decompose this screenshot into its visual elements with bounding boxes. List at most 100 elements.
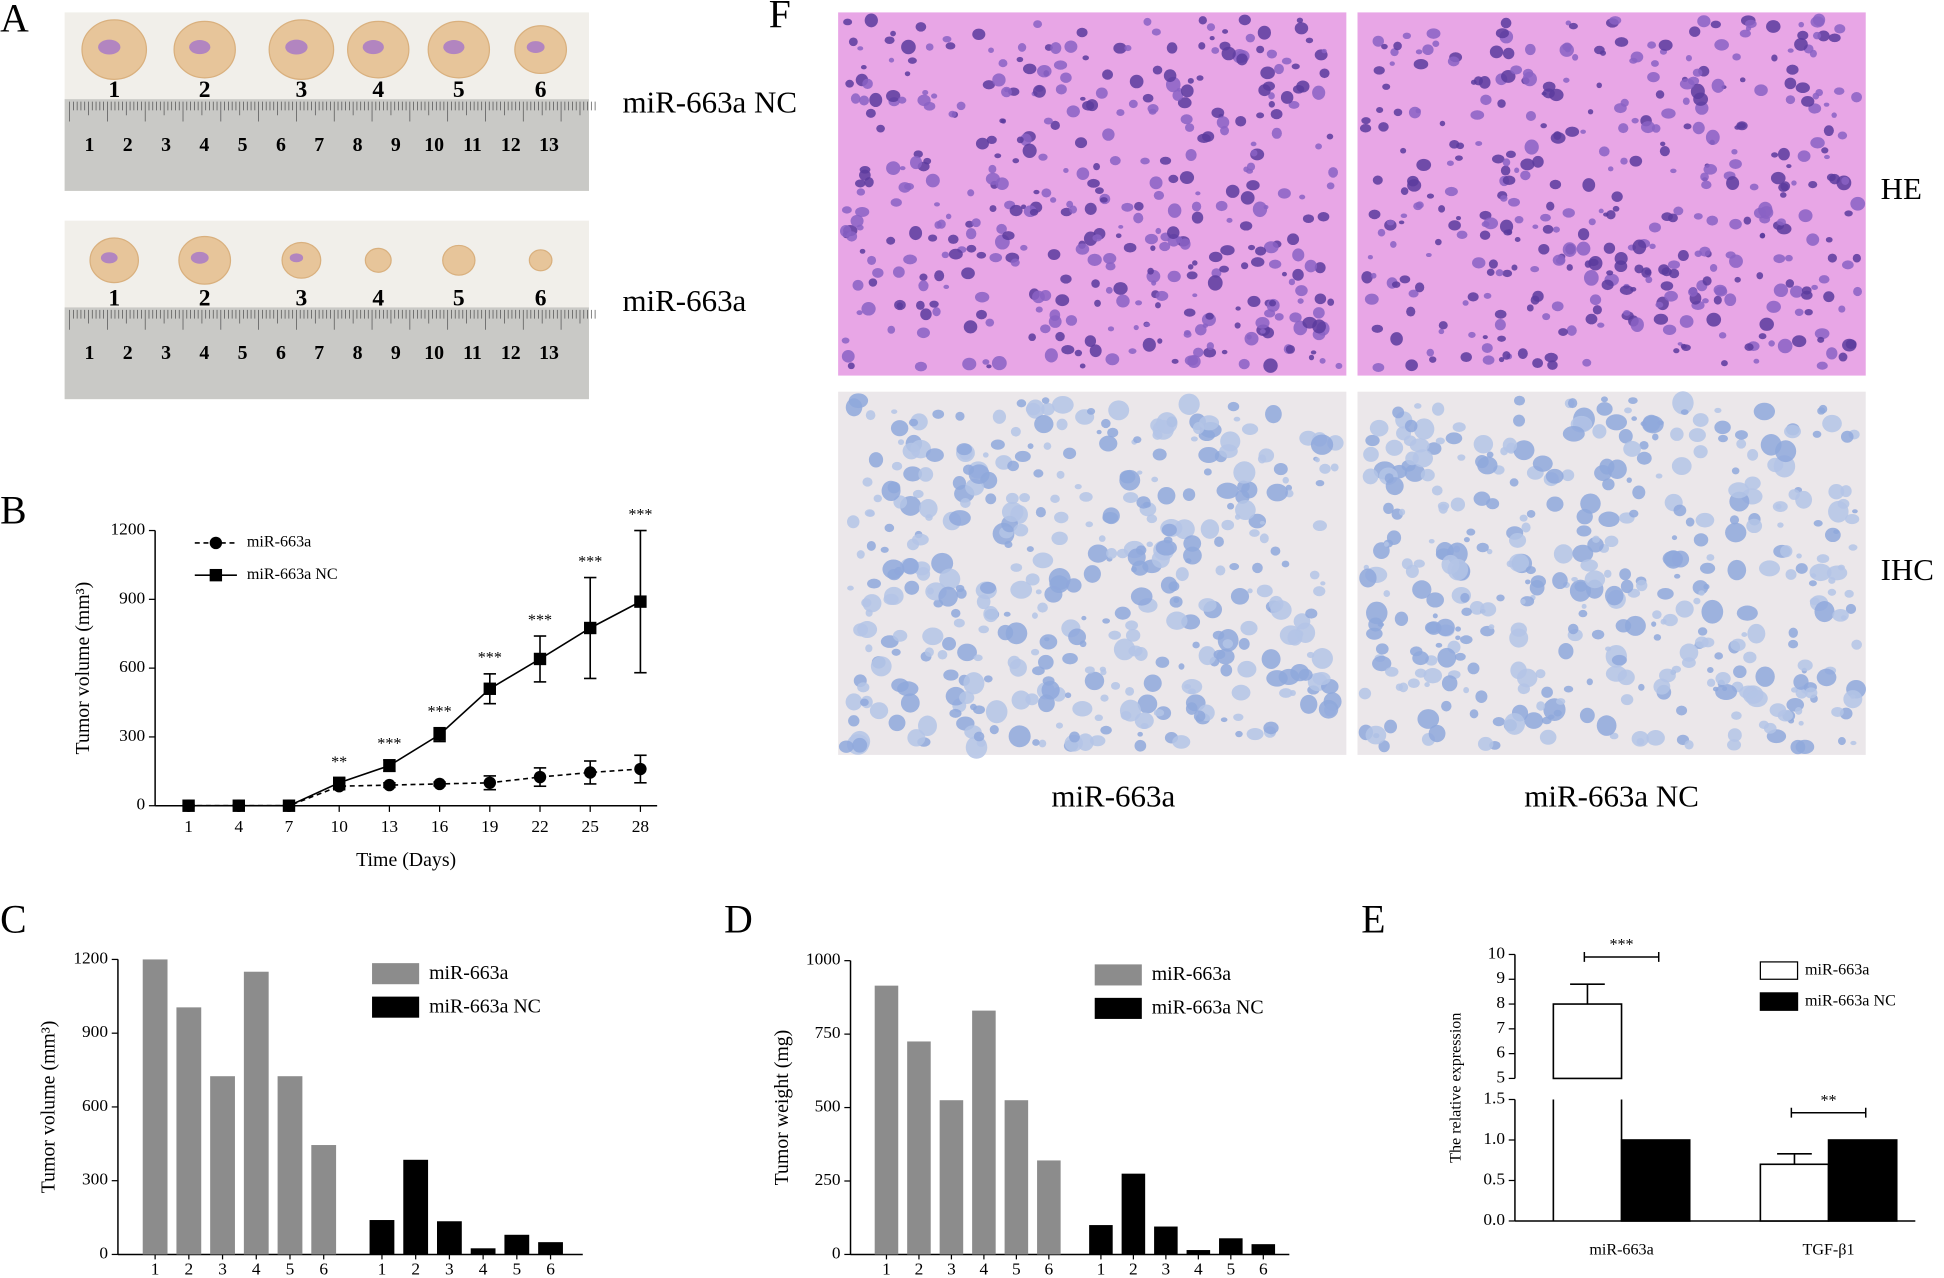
cell — [1736, 605, 1758, 621]
cell — [1400, 147, 1407, 154]
cell — [1500, 195, 1508, 202]
cell — [1041, 680, 1060, 700]
cell — [1753, 402, 1776, 421]
cell — [1398, 220, 1405, 225]
cell — [1386, 530, 1402, 546]
cell — [841, 350, 855, 363]
x-axis-title: Time (Days) — [356, 849, 456, 871]
cell — [891, 409, 898, 414]
cell — [1185, 123, 1195, 132]
cell — [1426, 592, 1444, 608]
cell — [1026, 546, 1034, 553]
cell — [1682, 97, 1690, 105]
cell — [1116, 109, 1125, 117]
cell — [1596, 402, 1613, 416]
cell — [919, 273, 928, 281]
cell — [1526, 304, 1534, 312]
cell — [1606, 270, 1614, 276]
cell — [1514, 167, 1520, 174]
cell — [1679, 78, 1695, 90]
cell — [1679, 643, 1699, 662]
cell — [1826, 347, 1838, 360]
cell — [1467, 662, 1480, 675]
cell — [1620, 98, 1629, 107]
cell — [1688, 287, 1698, 297]
cell — [1175, 236, 1183, 244]
cell — [1785, 254, 1793, 262]
cell — [1670, 168, 1677, 174]
ruler-number: 5 — [238, 342, 248, 364]
cell — [1225, 184, 1240, 198]
cell — [1556, 698, 1566, 705]
cell — [1423, 668, 1443, 684]
cell — [941, 251, 950, 259]
cell — [1606, 210, 1616, 220]
cell — [1683, 123, 1692, 130]
cell — [1486, 268, 1495, 276]
cell — [1238, 14, 1251, 26]
x-tick-label: 6 — [1259, 1260, 1268, 1278]
cell — [1658, 264, 1670, 275]
cell — [1619, 285, 1634, 295]
cell — [932, 409, 945, 419]
cell — [1712, 686, 1719, 692]
cell — [1572, 54, 1579, 61]
cell — [1671, 550, 1690, 568]
cell — [1788, 627, 1798, 638]
cell — [1385, 439, 1404, 456]
cell — [1076, 27, 1088, 38]
cell — [1100, 725, 1112, 735]
cell — [962, 357, 977, 371]
cell — [1624, 615, 1646, 636]
cell — [928, 234, 938, 242]
cell — [1477, 456, 1498, 475]
cell — [1118, 224, 1124, 229]
cell — [1142, 93, 1154, 103]
cell — [1693, 213, 1703, 220]
cell — [1851, 639, 1862, 650]
cell — [1525, 566, 1536, 575]
cell — [1330, 463, 1339, 472]
cell — [1600, 396, 1608, 403]
cell — [1249, 529, 1260, 537]
cell — [1793, 674, 1809, 690]
cell — [1796, 553, 1802, 559]
cell — [1216, 116, 1230, 129]
cell — [1146, 514, 1158, 524]
cell — [1063, 447, 1077, 460]
cell — [1797, 150, 1811, 162]
ruler-number: 2 — [123, 134, 133, 156]
cell — [1605, 665, 1627, 682]
cell — [953, 618, 965, 628]
cell — [1413, 559, 1425, 568]
cell — [1010, 426, 1021, 437]
cell — [1319, 357, 1326, 364]
cell — [1825, 236, 1833, 243]
cell — [1161, 523, 1177, 537]
cell — [934, 202, 940, 207]
cell — [1558, 328, 1568, 336]
cell — [1268, 92, 1275, 100]
cell — [1292, 268, 1304, 281]
sample-number: 1 — [108, 285, 120, 311]
x-tick-label: 5 — [512, 1260, 521, 1278]
cell — [1837, 131, 1848, 140]
cell — [1444, 186, 1458, 197]
cell — [1577, 228, 1590, 241]
cell — [1366, 627, 1383, 640]
cell — [1050, 120, 1060, 130]
cell — [974, 291, 990, 303]
cell — [916, 300, 925, 310]
cell — [1198, 16, 1207, 25]
cell — [1153, 709, 1165, 717]
cell — [1587, 109, 1594, 115]
ruler — [64, 99, 589, 191]
cell — [1102, 507, 1120, 525]
cell — [848, 715, 860, 727]
cell — [1259, 533, 1269, 544]
cell — [1673, 504, 1687, 517]
cell — [1435, 437, 1445, 445]
x-tick-label: 5 — [1226, 1260, 1235, 1278]
cell — [907, 57, 917, 64]
cell — [886, 89, 901, 103]
